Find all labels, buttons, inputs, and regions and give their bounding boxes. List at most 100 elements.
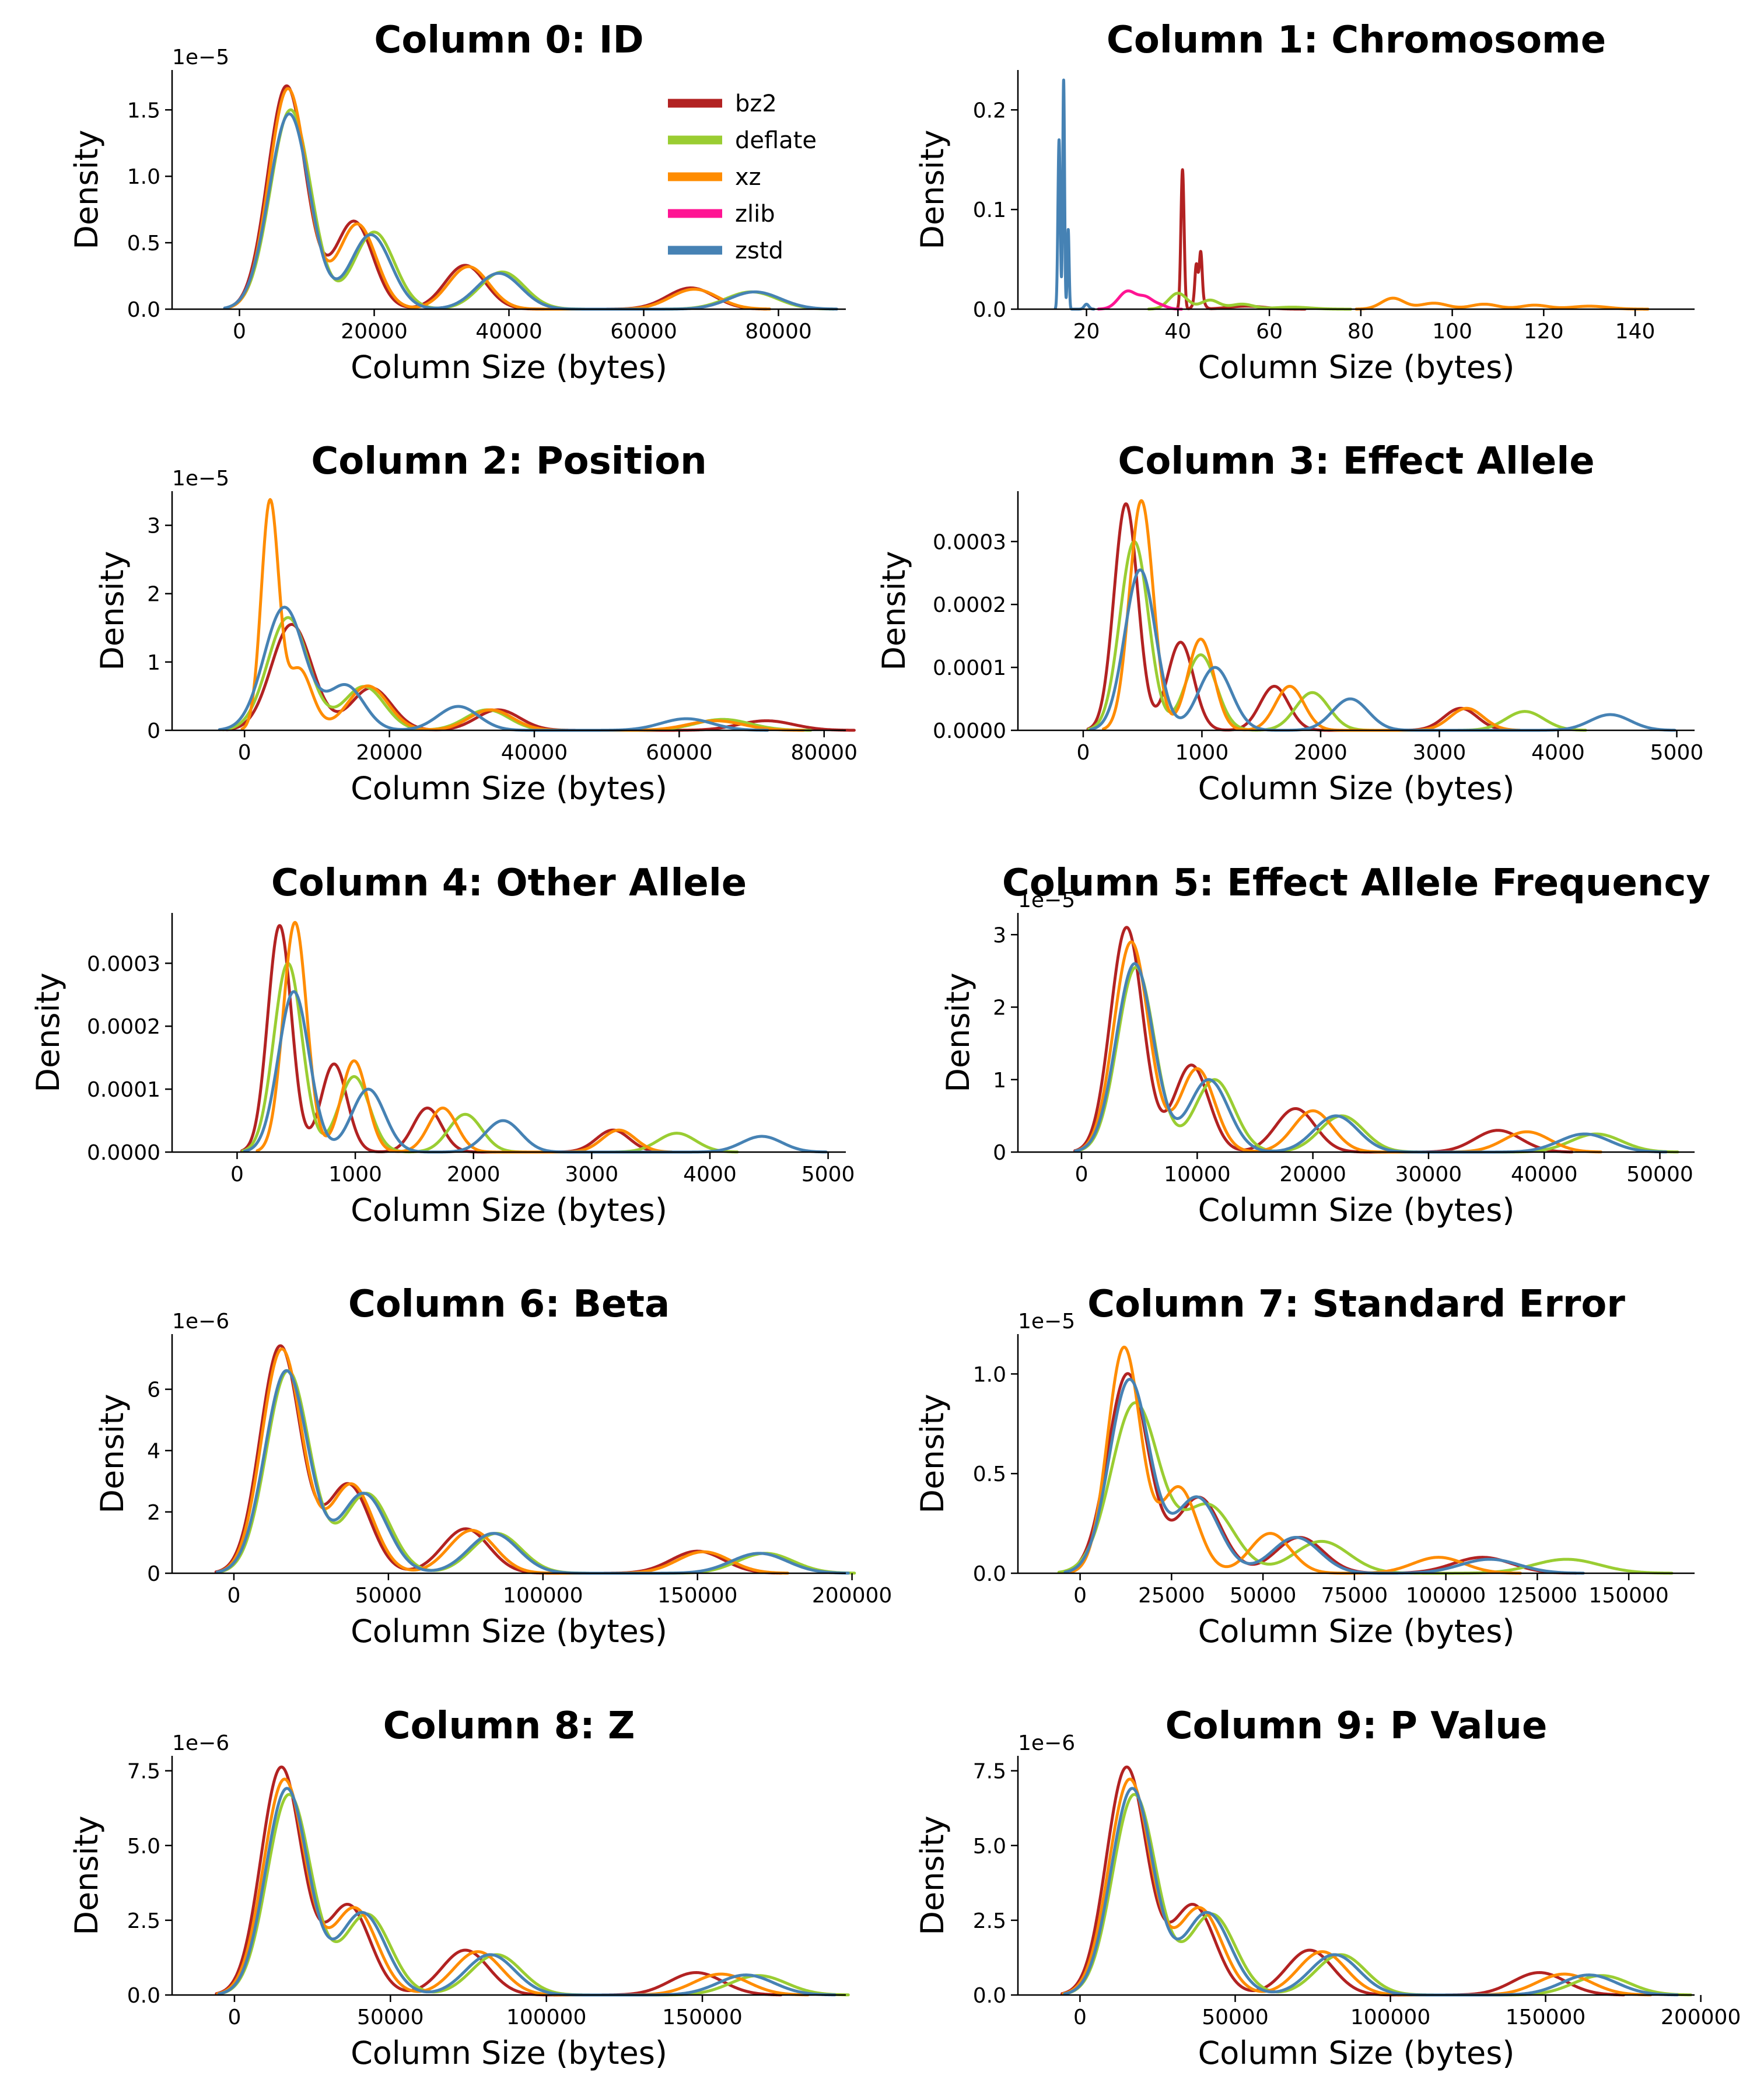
legend-label-xz: xz	[735, 164, 761, 191]
legend-label-zstd: zstd	[735, 237, 783, 264]
panel-6: 0 50000 100000 150000 200000 0 2 4 6 1e−6 Column 6…	[94, 1283, 892, 1650]
y-tick-label: 0.5	[973, 1462, 1006, 1486]
chart-title: Column 3: Effect Allele	[1118, 440, 1594, 483]
series-line-xz	[1354, 296, 1650, 311]
series-line-zstd	[223, 112, 839, 311]
x-tick-label: 1000	[328, 1163, 382, 1186]
x-axis-label: Column Size (bytes)	[1198, 1192, 1515, 1228]
x-tick-label: 4000	[1531, 741, 1585, 765]
x-tick-label: 60	[1256, 320, 1283, 344]
series-line-zstd	[215, 1369, 850, 1575]
panel-8: 0 50000 100000 150000 0.0 2.5 5.0 7.5 1e−6 Column…	[68, 1704, 850, 2071]
series-line-bz2	[1073, 926, 1574, 1154]
y-axis-label: Density	[94, 551, 131, 670]
x-tick-label: 150000	[1588, 1584, 1668, 1608]
series-line-bz2	[1175, 168, 1307, 311]
x-axis-label: Column Size (bytes)	[351, 1613, 667, 1650]
series-line-zstd	[217, 1787, 836, 1997]
panel-5: 0 10000 20000 30000 40000 5000001231e−5Column…	[940, 862, 1710, 1228]
y-tick-label: 1.5	[127, 99, 160, 123]
y-tick-label: 2	[147, 583, 160, 607]
x-tick-label: 0	[1073, 1584, 1087, 1608]
x-tick-label: 150000	[657, 1584, 737, 1608]
axis-multiplier: 1e−5	[172, 467, 229, 491]
y-tick-label: 5.0	[973, 1835, 1006, 1859]
x-tick-label: 0	[238, 741, 251, 765]
series-line-deflate	[1075, 965, 1679, 1154]
x-tick-label: 120	[1524, 320, 1564, 344]
x-tick-label: 50000	[357, 2006, 424, 2029]
x-tick-label: 100000	[1406, 1584, 1486, 1608]
x-tick-label: 150000	[1506, 2006, 1586, 2029]
chart-title: Column 8: Z	[383, 1704, 635, 1748]
series-line-zstd	[1063, 1377, 1585, 1575]
x-tick-label: 50000	[1230, 1584, 1297, 1608]
series-line-xz	[1074, 940, 1602, 1154]
y-tick-label: 0.0003	[933, 530, 1006, 554]
x-tick-label: 125000	[1497, 1584, 1577, 1608]
x-tick-label: 100	[1432, 320, 1472, 344]
chart-title: Column 9: P Value	[1166, 1704, 1548, 1748]
x-tick-label: 20000	[1279, 1163, 1346, 1186]
y-tick-label: 2.5	[127, 1909, 160, 1933]
axis-multiplier: 1e−5	[1018, 888, 1075, 912]
y-axis-label: Density	[876, 551, 912, 670]
chart-title: Column 4: Other Allele	[271, 862, 747, 905]
x-axis-label: Column Size (bytes)	[351, 1192, 667, 1228]
series-line-xz	[1070, 1345, 1522, 1575]
axis-multiplier: 1e−6	[1018, 1731, 1075, 1755]
x-axis-label: Column Size (bytes)	[351, 2035, 667, 2071]
x-tick-label: 75000	[1321, 1584, 1388, 1608]
x-tick-label: 10000	[1164, 1163, 1231, 1186]
x-tick-label: 5000	[802, 1163, 855, 1186]
y-axis-label: Density	[914, 130, 951, 249]
y-tick-label: 0.0	[973, 1562, 1006, 1586]
x-tick-label: 0	[228, 1584, 241, 1608]
series-line-xz	[256, 921, 674, 1154]
x-tick-label: 0	[230, 1163, 244, 1186]
panel-7: 0 25000 50000 75000 100000 125000 150000 0.0 0.5…	[914, 1283, 1695, 1650]
x-tick-label: 50000	[355, 1584, 422, 1608]
x-axis-label: Column Size (bytes)	[1198, 2035, 1515, 2071]
panel-3: 0 1000 2000 3000 4000 5000 0.0000 0.0001 0.0002 0…	[876, 440, 1703, 807]
series-line-xz	[240, 498, 805, 732]
chart-title: Column 2: Position	[311, 440, 706, 483]
x-tick-label: 80	[1348, 320, 1374, 344]
x-tick-label: 40000	[475, 320, 542, 344]
axis-multiplier: 1e−6	[172, 1310, 229, 1334]
x-tick-label: 40000	[501, 741, 568, 765]
y-tick-label: 0.1	[973, 198, 1006, 222]
x-tick-label: 60000	[610, 320, 677, 344]
legend-label-deflate: deflate	[735, 127, 817, 154]
series-line-bz2	[225, 84, 768, 311]
series-line-bz2	[215, 1765, 783, 1997]
x-tick-label: 2000	[447, 1163, 501, 1186]
series-line-bz2	[1060, 1765, 1626, 1997]
y-tick-label: 0.0001	[933, 656, 1006, 680]
y-tick-label: 1	[993, 1069, 1006, 1093]
x-tick-label: 100000	[1350, 2006, 1430, 2029]
series-line-zstd	[1054, 78, 1096, 311]
panel-2: 0 20000 40000 60000 80000 0 1 2 3 1e−5 Column 2: P…	[94, 440, 858, 807]
x-tick-label: 0	[228, 2006, 241, 2029]
series-line-bz2	[240, 924, 668, 1154]
y-tick-label: 3	[993, 923, 1006, 947]
y-tick-label: 0.0000	[87, 1141, 160, 1165]
series-line-zstd	[1089, 568, 1676, 732]
x-tick-label: 0	[1073, 2006, 1087, 2029]
chart-title: Column 0: ID	[374, 19, 643, 62]
x-tick-label: 20000	[356, 741, 423, 765]
axis-multiplier: 1e−5	[172, 46, 229, 69]
x-tick-label: 140	[1615, 320, 1656, 344]
x-tick-label: 150000	[662, 2006, 742, 2029]
x-tick-label: 25000	[1138, 1584, 1205, 1608]
y-axis-label: Density	[68, 1815, 105, 1935]
y-tick-label: 0.0	[973, 298, 1006, 322]
x-axis-label: Column Size (bytes)	[351, 349, 667, 386]
x-tick-label: 3000	[565, 1163, 619, 1186]
y-tick-label: 0.0	[973, 1984, 1006, 2008]
x-axis-label: Column Size (bytes)	[351, 770, 667, 807]
axis-multiplier: 1e−6	[172, 1731, 229, 1755]
x-tick-label: 50000	[1626, 1163, 1693, 1186]
y-tick-label: 0	[147, 1562, 160, 1586]
